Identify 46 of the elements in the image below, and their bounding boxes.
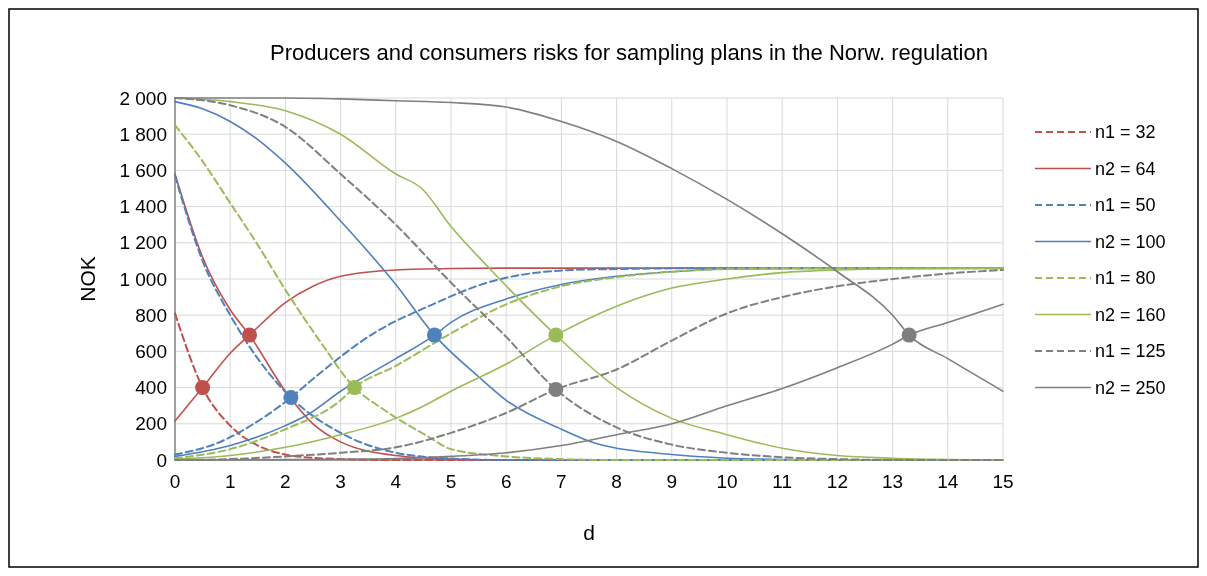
x-tick-label: 5 bbox=[445, 471, 457, 492]
y-tick-label: 1 200 bbox=[119, 232, 167, 254]
y-tick-label: 1 800 bbox=[119, 123, 167, 145]
x-tick-label: 4 bbox=[390, 471, 402, 492]
x-tick-label: 8 bbox=[611, 471, 622, 492]
legend-label: n2 = 64 bbox=[1095, 158, 1156, 179]
legend-label: n2 = 160 bbox=[1095, 304, 1166, 325]
y-tick-label: 800 bbox=[135, 304, 167, 326]
y-tick-label: 1 600 bbox=[119, 160, 167, 182]
x-tick-label: 0 bbox=[169, 471, 181, 492]
x-tick-label: 1 bbox=[224, 471, 236, 492]
chart-title: Producers and consumers risks for sampling plans in the Norw. regulation bbox=[270, 40, 988, 65]
legend-label: n2 = 100 bbox=[1095, 231, 1166, 252]
point bbox=[426, 327, 442, 343]
legend-label: n1 = 50 bbox=[1095, 195, 1156, 216]
x-tick-label: 14 bbox=[937, 471, 959, 492]
y-tick-label: 200 bbox=[135, 413, 167, 435]
point bbox=[548, 327, 564, 343]
y-tick-label: 0 bbox=[156, 449, 167, 471]
x-tick-label: 9 bbox=[666, 471, 678, 492]
x-tick-label: 2 bbox=[280, 471, 291, 492]
point bbox=[283, 390, 299, 406]
y-tick-label: 600 bbox=[135, 341, 167, 363]
y-tick-label: 1 400 bbox=[119, 196, 167, 218]
x-tick-label: 10 bbox=[716, 471, 738, 492]
point bbox=[548, 381, 564, 397]
x-tick-label: 15 bbox=[992, 471, 1014, 492]
legend-label: n1 = 80 bbox=[1095, 268, 1156, 289]
x-tick-label: 13 bbox=[882, 471, 904, 492]
y-tick-label: 1 000 bbox=[119, 268, 167, 290]
legend-label: n1 = 32 bbox=[1095, 122, 1156, 143]
point bbox=[242, 327, 258, 343]
legend-label: n2 = 250 bbox=[1095, 377, 1166, 398]
point bbox=[195, 380, 211, 396]
legend-label: n1 = 125 bbox=[1095, 341, 1166, 362]
y-tick-label: 2 000 bbox=[119, 87, 167, 109]
x-tick-label: 11 bbox=[772, 471, 793, 492]
x-tick-label: 3 bbox=[335, 471, 346, 492]
x-axis-title: d bbox=[583, 521, 595, 544]
x-tick-label: 7 bbox=[556, 471, 567, 492]
point bbox=[346, 380, 362, 396]
x-tick-label: 12 bbox=[826, 471, 848, 492]
point bbox=[901, 327, 917, 343]
x-tick-label: 6 bbox=[500, 471, 512, 492]
y-axis-title: NOK bbox=[76, 256, 99, 302]
y-tick-label: 400 bbox=[135, 377, 167, 399]
